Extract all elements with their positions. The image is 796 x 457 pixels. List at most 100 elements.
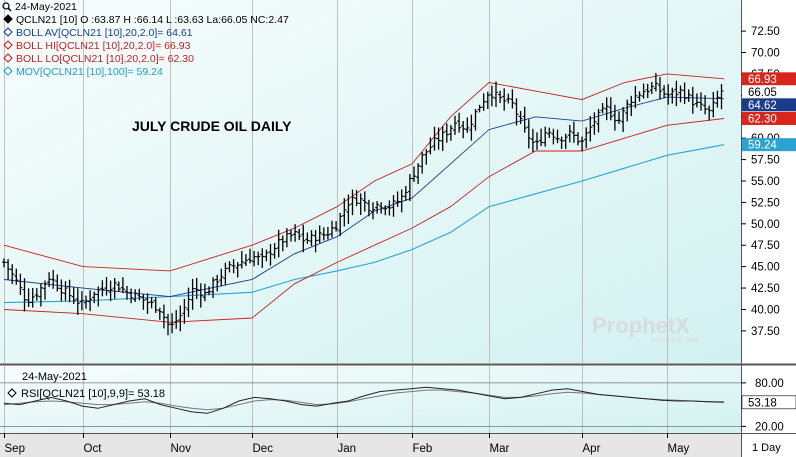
ohlc-bar bbox=[514, 98, 519, 126]
x-tick-label: Apr bbox=[583, 443, 601, 455]
ohlc-bar bbox=[453, 115, 457, 135]
svg-text:66.05: 66.05 bbox=[748, 87, 777, 99]
ohlc-bar bbox=[43, 280, 47, 300]
ohlc-bar bbox=[313, 229, 318, 253]
rsi-tick-label: 80.00 bbox=[755, 378, 784, 390]
x-tick-label: Sep bbox=[5, 443, 25, 455]
ohlc-bar bbox=[202, 283, 207, 302]
ohlc-bar bbox=[211, 277, 216, 298]
y-tick-label: 57.50 bbox=[751, 155, 780, 167]
ohlc-bar bbox=[653, 73, 658, 92]
y-tick-label: 50.00 bbox=[751, 219, 780, 231]
ohlc-bar bbox=[600, 103, 605, 114]
ohlc-bar bbox=[194, 277, 199, 300]
ohlc-bar bbox=[399, 189, 404, 213]
ohlc-bar bbox=[358, 193, 363, 215]
ohlc-bar bbox=[596, 108, 601, 133]
ohlc-bar bbox=[699, 92, 703, 111]
legend-entry[interactable]: BOLL HI[QCLN21 [10],20,2.0]= 66.93 bbox=[3, 40, 191, 52]
y-tick-label: 70.00 bbox=[751, 48, 780, 60]
ohlc-bar bbox=[592, 112, 597, 135]
ohlc-bar bbox=[219, 268, 224, 287]
ohlc-bar bbox=[440, 126, 445, 151]
ohlc-bar bbox=[6, 259, 11, 280]
y-tick-label: 47.50 bbox=[751, 240, 780, 252]
watermark-subtitle: Interactive Data bbox=[650, 337, 699, 344]
ohlc-bar bbox=[551, 128, 556, 145]
ohlc-bar bbox=[621, 107, 626, 132]
legend-text: QCLN21 [10] O :63.87 H :66.14 L :63.63 L… bbox=[16, 14, 289, 26]
ohlc-bar bbox=[711, 92, 716, 118]
ohlc-bar bbox=[703, 95, 708, 115]
ohlc-bar bbox=[284, 228, 289, 248]
ohlc-bar bbox=[428, 137, 433, 155]
ohlc-bar bbox=[325, 226, 330, 240]
ohlc-bar bbox=[518, 110, 523, 125]
ohlc-bar bbox=[535, 132, 539, 150]
ohlc-bar bbox=[207, 286, 211, 296]
ohlc-bar bbox=[120, 277, 125, 294]
ohlc-bar bbox=[354, 190, 359, 207]
ohlc-bar bbox=[559, 136, 564, 149]
ohlc-bar bbox=[555, 129, 560, 144]
bollinger-lo-line bbox=[3, 118, 725, 323]
ohlc-bar bbox=[543, 126, 548, 147]
zoom-icon[interactable] bbox=[2, 2, 12, 12]
ohlc-bar bbox=[10, 264, 15, 284]
ohlc-bar bbox=[420, 152, 425, 174]
legend-entry[interactable]: QCLN21 [10] O :63.87 H :66.14 L :63.63 L… bbox=[3, 14, 289, 26]
ohlc-bar bbox=[448, 124, 453, 141]
svg-text:64.62: 64.62 bbox=[748, 100, 777, 112]
ohlc-bar bbox=[571, 121, 576, 143]
ohlc-bar bbox=[584, 127, 589, 149]
ohlc-bar bbox=[133, 289, 138, 302]
ohlc-bar bbox=[252, 250, 257, 267]
ohlc-bar bbox=[658, 77, 662, 100]
ohlc-bar bbox=[719, 84, 724, 110]
rsi-axis: 80.00 20.00 53.18 bbox=[741, 378, 796, 433]
ohlc-bar bbox=[346, 194, 351, 224]
period-label[interactable]: 1 Day bbox=[752, 442, 781, 454]
ohlc-bar bbox=[84, 295, 88, 309]
legend-entry[interactable]: BOLL LO[QCLN21 [10],20,2.0]= 62.30 bbox=[3, 53, 194, 65]
ohlc-bar bbox=[305, 232, 310, 244]
rsi-tick-label: 20.00 bbox=[755, 421, 784, 433]
ohlc-bar bbox=[88, 290, 93, 312]
y-tick-label: 37.50 bbox=[751, 326, 780, 338]
last-value-tag: 66.93 bbox=[742, 72, 796, 86]
ohlc-bar bbox=[22, 278, 27, 312]
rsi-label: RSI[QCLN21 [10],9,9]= 53.18 bbox=[21, 388, 165, 400]
ohlc-bar bbox=[617, 111, 621, 124]
ohlc-bar bbox=[567, 124, 572, 143]
ohlc-bar bbox=[235, 262, 240, 278]
ohlc-bar bbox=[38, 283, 43, 307]
ohlc-bar bbox=[116, 281, 121, 292]
ohlc-bar bbox=[30, 288, 35, 308]
ohlc-bar bbox=[678, 85, 683, 103]
legend-marker-icon bbox=[3, 27, 13, 37]
ohlc-bar bbox=[481, 93, 486, 111]
ohlc-bar bbox=[707, 105, 712, 121]
ohlc-bar bbox=[633, 86, 638, 109]
ohlc-bar bbox=[649, 81, 654, 94]
legend-entry[interactable]: BOLL AV[QCLN21 [10],20,2.0]= 64.61 bbox=[3, 27, 193, 39]
ohlc-bar bbox=[395, 191, 400, 207]
ohlc-bar bbox=[96, 286, 101, 307]
ohlc-bar bbox=[338, 213, 343, 237]
ohlc-bar bbox=[239, 250, 244, 269]
x-tick-label: May bbox=[668, 443, 690, 455]
ohlc-bar bbox=[641, 83, 646, 99]
legend-entry[interactable]: MOV[QCLN21 [10],100]= 59.24 bbox=[3, 66, 163, 78]
ohlc-bar bbox=[71, 287, 76, 304]
last-value-tag: 66.05 bbox=[742, 85, 796, 99]
ohlc-bar bbox=[637, 91, 642, 102]
ohlc-bar bbox=[190, 278, 195, 310]
ohlc-bar bbox=[477, 104, 482, 113]
ohlc-bar bbox=[34, 288, 39, 301]
ohlc-bar bbox=[342, 198, 347, 227]
ohlc-bar bbox=[371, 202, 375, 220]
ohlc-bar bbox=[293, 224, 298, 242]
ohlc-bar bbox=[588, 116, 593, 142]
ohlc-bar bbox=[75, 288, 80, 315]
